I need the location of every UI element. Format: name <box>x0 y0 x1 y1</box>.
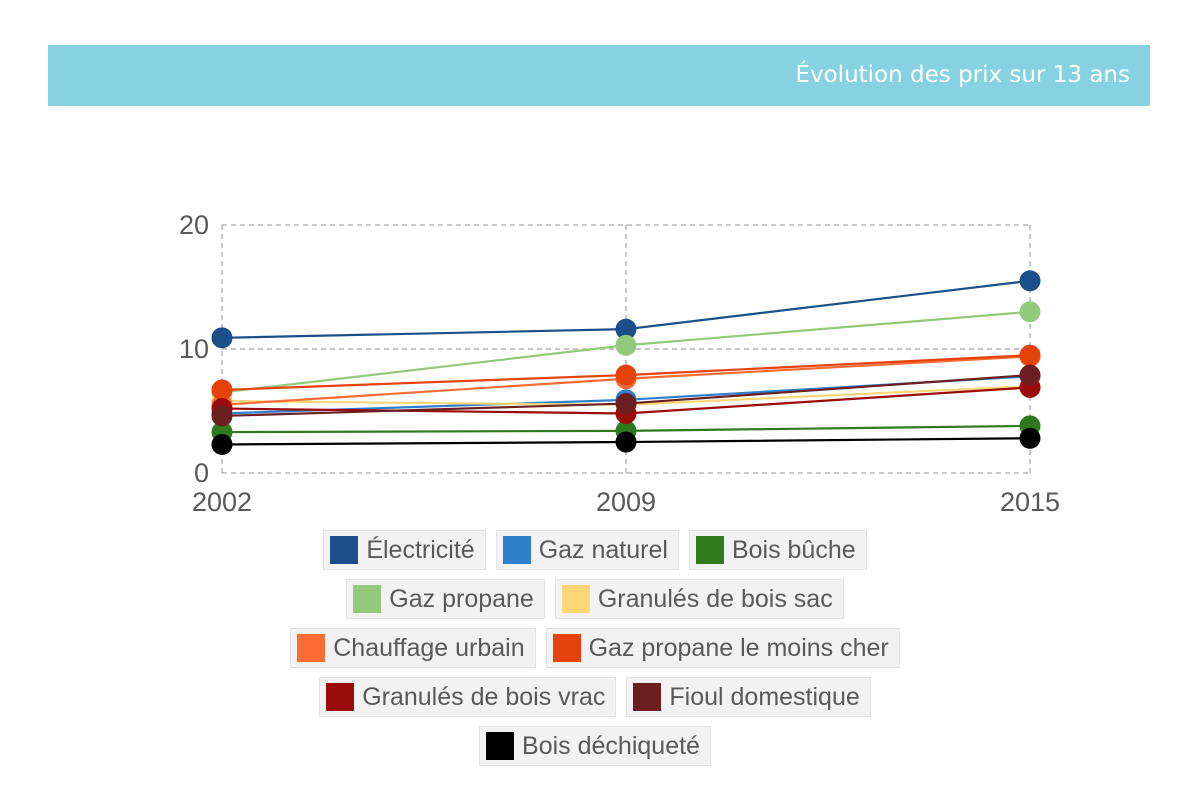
legend-item[interactable]: Bois bûche <box>688 530 867 570</box>
data-point[interactable] <box>615 334 637 356</box>
data-point[interactable] <box>211 327 233 349</box>
legend-swatch <box>633 683 662 711</box>
legend-swatch <box>326 683 355 711</box>
y-tick-label: 20 <box>179 210 209 240</box>
legend-label: Bois déchiqueté <box>522 731 700 760</box>
legend-swatch <box>552 634 581 662</box>
data-point[interactable] <box>1019 344 1041 366</box>
legend-row: Granulés de bois vrac Fioul domestique <box>0 677 1190 717</box>
data-point[interactable] <box>615 393 637 415</box>
legend-label: Fioul domestique <box>669 682 860 711</box>
series-8 <box>211 364 1041 427</box>
data-point[interactable] <box>211 405 233 427</box>
data-point[interactable] <box>1019 364 1041 386</box>
page-title: Évolution des prix sur 13 ans <box>795 62 1130 88</box>
legend-label: Bois bûche <box>731 535 856 564</box>
legend-row: Électricité Gaz naturel Bois bûche <box>0 530 1190 570</box>
series-9 <box>211 427 1041 455</box>
legend-row: Bois déchiqueté <box>0 726 1190 766</box>
legend-item[interactable]: Fioul domestique <box>626 677 871 717</box>
series-0 <box>211 270 1041 349</box>
x-tick-label: 2002 <box>192 487 252 517</box>
legend-label: Granulés de bois vrac <box>362 682 606 711</box>
series-6 <box>211 344 1041 401</box>
chart-legend: Électricité Gaz naturel Bois bûche Gaz prop… <box>0 530 1190 775</box>
legend-item[interactable]: Bois déchiqueté <box>479 726 711 766</box>
legend-label: Chauffage urbain <box>333 633 525 662</box>
x-tick-label: 2009 <box>596 487 656 517</box>
legend-label: Granulés de bois sac <box>597 584 833 613</box>
data-point[interactable] <box>615 318 637 340</box>
data-point[interactable] <box>1019 270 1041 292</box>
legend-row: Chauffage urbain Gaz propane le moins che… <box>0 628 1190 668</box>
data-point[interactable] <box>615 364 637 386</box>
legend-swatch <box>695 536 724 564</box>
data-point[interactable] <box>1019 301 1041 323</box>
legend-swatch <box>353 585 382 613</box>
legend-swatch <box>486 732 515 760</box>
legend-item[interactable]: Gaz propane <box>346 579 545 619</box>
legend-item[interactable]: Chauffage urbain <box>290 628 536 668</box>
legend-item[interactable]: Granulés de bois vrac <box>319 677 617 717</box>
legend-label: Gaz naturel <box>538 535 668 564</box>
data-point[interactable] <box>1019 427 1041 449</box>
legend-swatch <box>502 536 531 564</box>
legend-label: Gaz propane <box>389 584 534 613</box>
legend-label: Gaz propane le moins cher <box>588 633 889 662</box>
data-point[interactable] <box>615 431 637 453</box>
y-tick-label: 10 <box>179 334 209 364</box>
legend-label: Électricité <box>366 535 475 564</box>
data-point[interactable] <box>211 433 233 455</box>
legend-swatch <box>561 585 590 613</box>
chart-axis-ticks: 0 10 20 2002 2009 2015 <box>179 210 1060 517</box>
price-line-chart: 0 10 20 2002 2009 2015 <box>179 210 1060 517</box>
legend-row: Gaz propane Granulés de bois sac <box>0 579 1190 619</box>
data-point[interactable] <box>211 379 233 401</box>
legend-swatch <box>330 536 359 564</box>
x-tick-label: 2015 <box>1000 487 1060 517</box>
header-banner: Évolution des prix sur 13 ans <box>48 45 1150 106</box>
legend-item[interactable]: Électricité <box>323 530 486 570</box>
legend-item[interactable]: Gaz naturel <box>495 530 679 570</box>
legend-swatch <box>297 634 326 662</box>
legend-item[interactable]: Gaz propane le moins cher <box>545 628 900 668</box>
y-tick-label: 0 <box>194 458 209 488</box>
chart-series <box>211 270 1041 455</box>
legend-item[interactable]: Granulés de bois sac <box>554 579 844 619</box>
